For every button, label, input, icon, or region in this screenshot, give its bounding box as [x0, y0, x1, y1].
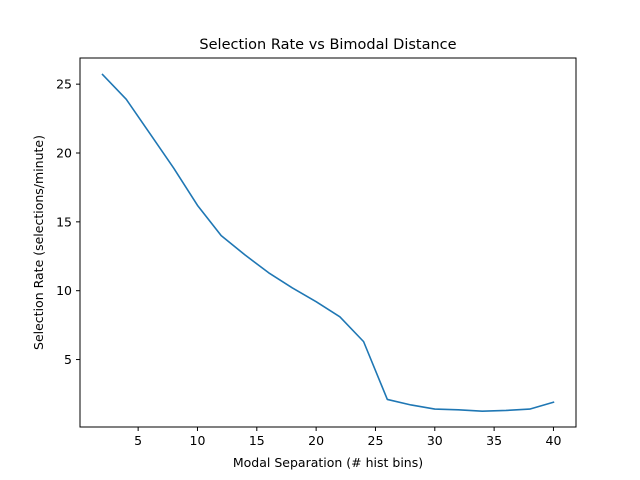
ticks-layer: 5 10 15 20 25 30 35 40 5 10 15 20 25 [56, 77, 561, 448]
x-tick-label: 5 [134, 433, 142, 448]
y-axis-label: Selection Rate (selections/minute) [31, 135, 46, 350]
x-tick-label: 40 [546, 433, 562, 448]
x-axis-label: Modal Separation (# hist bins) [233, 455, 423, 470]
x-tick-label: 10 [190, 433, 206, 448]
x-tick-label: 30 [427, 433, 443, 448]
series-layer [101, 73, 555, 412]
plot-frame [79, 57, 577, 428]
y-tick-label: 15 [56, 214, 72, 229]
x-tick-label: 35 [486, 433, 502, 448]
y-tick-label: 20 [56, 146, 72, 161]
x-tick-label: 15 [249, 433, 265, 448]
chart-title: Selection Rate vs Bimodal Distance [199, 37, 456, 53]
x-tick-label: 25 [368, 433, 384, 448]
y-tick-label: 10 [56, 283, 72, 298]
series-line [101, 73, 555, 412]
x-tick-label: 20 [308, 433, 324, 448]
y-tick-label: 5 [64, 352, 72, 367]
y-tick-label: 25 [56, 77, 72, 92]
